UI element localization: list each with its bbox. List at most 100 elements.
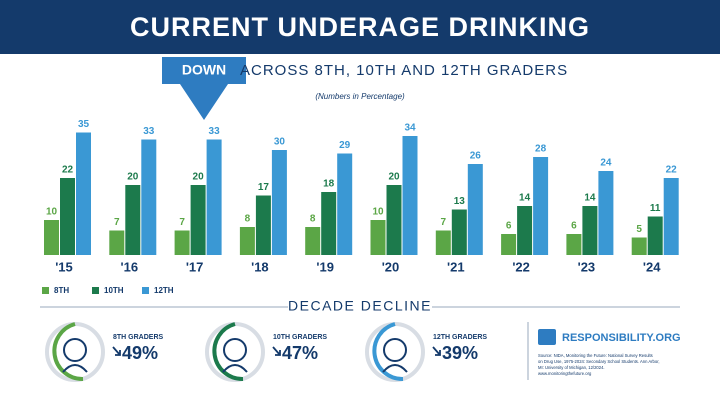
bar [76,132,91,255]
bar [451,209,467,255]
bar [598,171,614,255]
decline-value: 47% [282,343,318,363]
data-label: 20 [193,172,205,183]
bar [663,178,679,255]
bar [370,220,386,255]
bar [271,150,287,255]
data-label: 26 [470,151,482,162]
bar [190,185,206,255]
icon-face [383,338,407,362]
data-label: 17 [258,182,270,193]
data-label: 10 [46,207,58,218]
icon-ring-progress [212,322,244,382]
legend-label: 8TH [54,286,69,295]
note: (Numbers in Percentage) [315,92,405,101]
data-label: 20 [388,172,400,183]
bar [337,153,353,255]
x-tick-label: '15 [55,259,73,274]
data-label: 34 [404,123,416,134]
data-label: 6 [506,221,512,232]
data-label: 14 [584,193,596,204]
legend-swatch [142,287,149,294]
x-tick-label: '19 [316,259,334,274]
down-arrow [162,57,246,120]
badge: DOWN [182,62,226,78]
bar [206,139,222,255]
x-tick-label: '18 [251,259,269,274]
x-tick-label: '17 [186,259,204,274]
decline-arrow [112,346,121,356]
source-line: MI: University of Michigan, 12/2024. [538,365,605,370]
brand-name: RESPONSIBILITY.ORG [562,332,681,344]
subtitle: ACROSS 8TH, 10TH AND 12TH GRADERS [240,62,568,79]
bar [141,139,157,255]
grade-label: 8TH GRADERS [113,334,164,341]
bar [239,227,255,255]
icon-body [382,364,408,373]
decline-arrow [272,346,281,356]
source-line: Source: NIDA, Monitoring the Future: Nat… [538,353,653,358]
bar [255,195,271,255]
icon-face [63,338,87,362]
bar [109,230,125,255]
x-tick-label: '21 [447,259,465,274]
bar [125,185,141,255]
bar [44,220,59,255]
data-label: 7 [114,217,120,228]
data-label: 5 [636,224,642,235]
icon-ring-progress [372,322,404,382]
icon-body [62,364,88,373]
bar [631,237,647,255]
icon-body [222,364,248,373]
bar [305,227,321,255]
data-label: 30 [274,137,286,148]
data-label: 8 [310,214,316,225]
legend-swatch [92,287,99,294]
data-label: 18 [323,179,335,190]
data-label: 11 [650,203,661,214]
bar [386,185,402,255]
data-label: 33 [209,126,221,137]
legend-swatch [42,287,49,294]
data-label: 10 [372,207,384,218]
data-label: 13 [454,196,466,207]
data-label: 6 [571,221,577,232]
data-label: 22 [666,165,678,176]
data-label: 28 [535,144,547,155]
bar [321,192,337,255]
data-label: 22 [62,165,74,176]
data-label: 33 [143,126,155,137]
grade-label: 10TH GRADERS [273,334,327,341]
data-label: 7 [441,217,447,228]
data-label: 8 [245,214,251,225]
brand-logo [538,329,556,345]
chart-title: CURRENT UNDERAGE DRINKING [130,12,590,42]
section-title: DECADE DECLINE [288,298,432,314]
icon-face [223,338,247,362]
data-label: 35 [78,119,90,130]
data-label: 24 [600,158,612,169]
icon-ring-progress [52,322,84,382]
bar [647,216,663,255]
x-tick-label: '23 [578,259,596,274]
legend-label: 12TH [154,286,174,295]
data-label: 7 [179,217,185,228]
data-label: 14 [519,193,531,204]
source-line: www.monitoringthefuture.org [538,371,592,376]
bar [174,230,190,255]
data-label: 20 [127,172,139,183]
header-band [0,0,720,54]
bar [402,136,418,255]
decline-value: 39% [442,343,478,363]
bar [501,234,517,255]
decline-value: 49% [122,343,158,363]
bar [533,157,549,255]
bar [435,230,451,255]
bar [60,178,75,255]
bar [566,234,582,255]
data-label: 29 [339,140,351,151]
x-tick-label: '16 [121,259,139,274]
bar [517,206,533,255]
decline-arrow [432,346,441,356]
